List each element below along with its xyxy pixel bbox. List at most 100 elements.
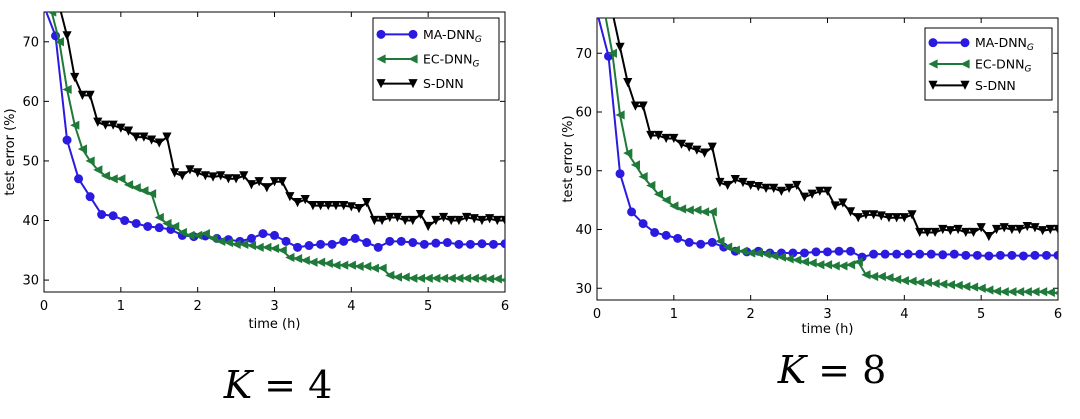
series-group [592,8,1058,297]
data-point [892,274,902,285]
data-point [454,215,464,226]
data-point [97,210,107,220]
data-point [769,251,779,261]
data-point [799,257,810,267]
y-tick-label: 60 [575,106,592,121]
data-point [277,177,287,187]
legend-entry-label: S-DNN [423,76,464,91]
legend-entry-label: EC-DNNG [423,52,479,70]
y-tick-label: 50 [575,164,592,179]
data-point [995,250,1005,260]
data-point [415,273,426,283]
data-point [293,242,303,252]
data-point [216,236,226,246]
data-point [369,215,379,226]
data-point [1038,287,1048,297]
data-point [331,201,341,211]
data-point [930,278,940,289]
data-point [47,1,56,10]
data-point [899,276,909,286]
data-point [300,195,310,205]
data-point [907,276,917,286]
x-tick-label: 0 [40,299,48,314]
data-point [254,177,264,187]
data-point [692,205,702,215]
data-point [269,177,280,187]
data-point [39,1,48,10]
data-point [991,224,1002,235]
data-point [170,221,180,232]
data-point [627,207,637,217]
data-point [907,210,917,220]
legend-swatch-marker [408,79,418,89]
data-point [70,72,80,83]
y-axis-label: test error (%) [561,115,576,202]
data-point [915,227,925,238]
data-point [949,249,959,259]
data-point [162,132,172,142]
data-point [362,238,372,248]
data-point [431,215,441,226]
data-point [646,130,656,141]
data-point [730,245,740,255]
data-point [100,171,111,181]
data-point [638,101,648,111]
data-point [999,287,1009,297]
data-point [1053,224,1058,235]
data-point [1041,250,1051,260]
data-point [753,182,763,192]
data-point [454,239,464,249]
data-point [753,248,763,258]
x-tick-label: 1 [670,307,678,322]
data-point [154,212,164,223]
data-point [323,258,333,269]
data-point [465,239,475,249]
x-tick-label: 5 [424,299,432,314]
data-point [93,117,103,127]
data-point [85,192,95,202]
data-point [815,186,825,196]
caption-variable: K [223,363,255,407]
data-point [669,133,679,144]
data-point [346,202,356,212]
data-point [208,233,218,243]
data-point [807,189,817,199]
data-point [592,8,601,17]
data-point [1018,251,1028,261]
data-point [696,239,706,249]
data-point [991,286,1002,296]
data-point [377,263,387,273]
data-point [845,260,856,270]
data-point [415,209,426,220]
data-point [784,183,794,193]
data-point [961,250,971,260]
data-point [292,198,303,208]
chart-panel-1: 0 1 2 3 4 5 6 30 40 50 60 70 time (h) test error (%) M… [3,1,509,407]
data-point [139,132,149,142]
data-point [1022,287,1032,297]
data-point [861,210,871,220]
y-tick-label: 30 [22,274,39,289]
data-point [277,245,287,255]
data-point [262,183,272,193]
data-point [350,233,360,243]
legend: MA-DNNG EC-DNNG S-DNN [372,17,500,101]
data-point [154,138,164,148]
data-point [385,236,395,246]
data-point [761,249,771,259]
data-point [661,195,671,205]
data-point [792,255,802,265]
data-point [47,12,57,17]
data-point [461,273,472,283]
data-point [339,201,349,211]
data-point [684,237,694,247]
data-point [116,123,126,133]
data-point [292,254,303,264]
data-point [316,201,326,211]
x-tick-label: 3 [270,299,278,314]
data-point [1030,250,1040,260]
legend-entry-subscript: G [475,35,482,45]
legend-swatch-marker [376,54,386,64]
data-point [85,90,95,101]
data-point [653,189,664,199]
